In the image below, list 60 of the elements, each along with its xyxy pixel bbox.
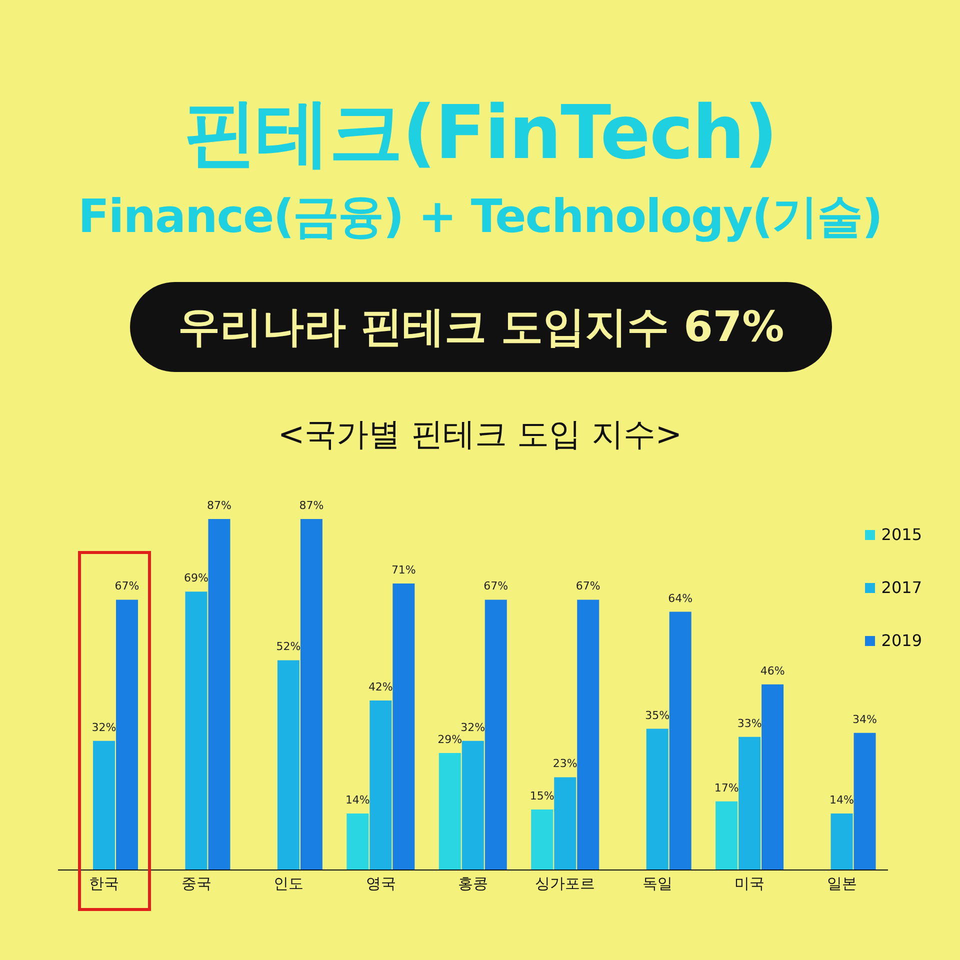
bar [277,660,300,870]
bar [830,814,853,870]
data-label: 71% [391,564,416,577]
bar [462,740,484,870]
bar [762,684,784,870]
bar [531,809,554,870]
data-label: 14% [345,794,370,807]
bar [438,753,461,870]
data-label: 67% [484,580,508,593]
data-label: 29% [438,733,462,746]
chart-subtitle: Finance(금융) + Technology(기술) [77,188,883,245]
bar [185,592,208,870]
x-tick-label: 일본 [826,874,857,893]
x-tick-label: 미국 [734,874,765,893]
bar [646,728,668,870]
data-label: 87% [299,499,324,512]
bar [392,584,415,870]
x-tick-label: 홍콩 [458,874,488,893]
data-label: 69% [184,572,208,585]
data-label: 67% [576,580,600,593]
text: <국가별 핀테크 도입 지수> [276,414,684,455]
x-tick-label: 중국 [181,874,212,893]
data-label: 67% [114,580,140,593]
bar [738,736,761,870]
bar [346,814,369,870]
data-label: 33% [737,716,762,730]
data-label: 32% [92,720,116,734]
data-label: 23% [552,757,578,770]
x-tick-label: 영국 [366,874,396,893]
data-label: 15% [530,789,554,802]
data-label: 52% [276,640,301,654]
data-label: 34% [852,712,878,726]
legend-label: 2017 [881,578,922,597]
text: 우리나라 핀테크 도입지수 67% [130,282,832,372]
bar [208,519,230,870]
data-label: 87% [206,499,232,512]
bar [93,740,115,870]
bar [484,600,507,870]
bar [854,732,876,870]
bar [370,700,392,870]
x-tick-label: 싱가포르 [535,874,596,893]
data-label: 64% [668,592,693,605]
data-label: 17% [714,781,739,794]
bar [300,519,322,870]
chart-title: 핀테크(FinTech) [182,89,778,178]
data-label: 35% [645,708,670,722]
data-label: 46% [760,664,785,678]
bar [577,600,600,870]
x-tick-label: 독일 [642,874,672,893]
x-tick-label: 인도 [274,874,304,893]
bar [716,801,738,870]
bar [116,600,138,870]
data-label: 32% [460,720,486,734]
data-label: 42% [368,680,393,694]
bar [669,612,692,870]
legend-label: 2019 [881,631,922,650]
bar [554,777,576,870]
x-tick-label: 한국 [89,874,120,893]
data-label: 14% [830,794,854,807]
legend-label: 2015 [881,525,922,544]
